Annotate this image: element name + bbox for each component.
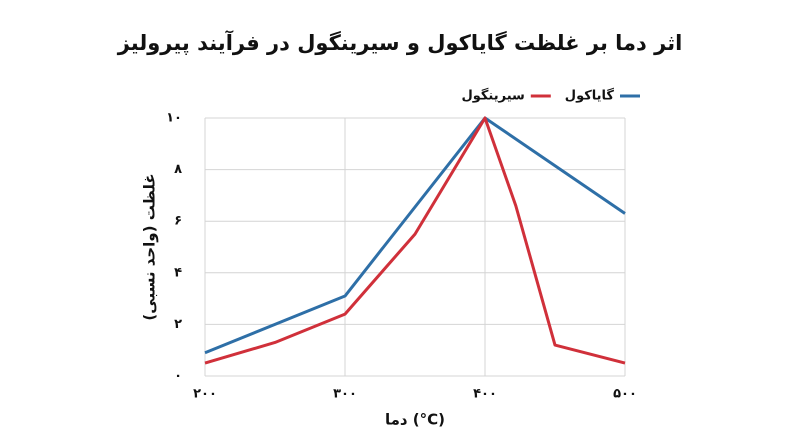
line bbox=[204, 116, 626, 355]
y-tick-label: ۲ bbox=[174, 317, 182, 332]
y-tick-label: ۶ bbox=[174, 214, 182, 229]
y-axis-label: غلظت (واحد نسبی) bbox=[141, 173, 159, 320]
x-tick-label: ۳۰۰ bbox=[333, 387, 357, 402]
x-tick-label: ۵۰۰ bbox=[613, 387, 637, 402]
line bbox=[204, 116, 626, 365]
x-axis-label: دما (°C) bbox=[385, 411, 445, 429]
chart-title: اثر دما بر غلظت گایاکول و سیرینگول در فر… bbox=[117, 30, 683, 55]
x-tick-label: ۲۰۰ bbox=[193, 387, 217, 402]
x-tick-label: ۴۰۰ bbox=[473, 387, 497, 402]
legend-label: گایاکول bbox=[565, 88, 615, 104]
y-tick-label: ۰ bbox=[174, 369, 182, 384]
y-tick-label: ۱۰ bbox=[166, 111, 182, 126]
legend-label: سیرینگول bbox=[461, 88, 524, 104]
y-tick-label: ۴ bbox=[174, 265, 182, 280]
y-tick-label: ۸ bbox=[174, 162, 182, 177]
